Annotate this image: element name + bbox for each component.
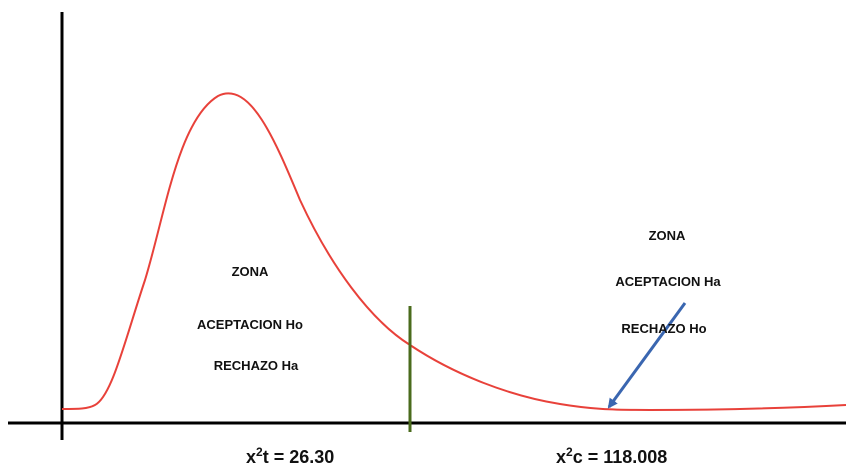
computed-label-sup: 2 [566,445,573,459]
computed-value-label: x2c = 118.008 [556,445,667,467]
critical-label-sup: 2 [256,445,263,459]
computed-label-prefix: x [556,447,566,467]
computed-value-arrow [607,302,687,409]
left-zone-line1: ZONA [232,264,269,279]
computed-label-rest: c = 118.008 [573,447,668,467]
critical-label-prefix: x [246,447,256,467]
right-zone-line1: ZONA [649,228,686,243]
left-zone-line2: ACEPTACION Ho [197,317,303,332]
critical-label-rest: t = 26.30 [263,447,335,467]
right-zone-line3: RECHAZO Ho [621,321,706,336]
left-zone-line3: RECHAZO Ha [214,358,299,373]
critical-value-label: x2t = 26.30 [246,445,334,467]
distribution-curve [61,92,846,412]
right-zone-line2: ACEPTACION Ha [615,274,721,289]
